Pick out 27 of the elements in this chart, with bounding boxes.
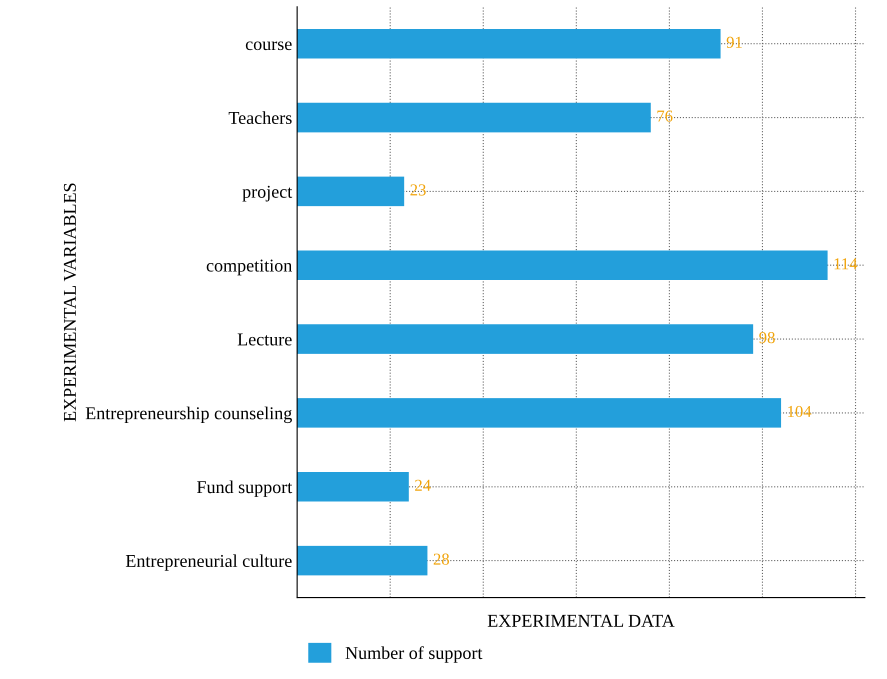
y-axis-title: EXPERIMENTAL VARIABLES — [64, 184, 76, 422]
data-label: 114 — [834, 258, 858, 270]
y-tick-label: Lecture — [238, 334, 292, 346]
bar — [297, 28, 721, 58]
y-tick-label: course — [246, 41, 292, 50]
bar — [297, 250, 828, 280]
data-label: 28 — [434, 554, 450, 565]
bar — [297, 176, 404, 206]
bar — [297, 472, 409, 502]
data-label: 23 — [410, 184, 426, 196]
bar — [297, 324, 754, 354]
y-tick-label: Entrepreneurship counseling — [86, 406, 292, 424]
data-label: 98 — [759, 332, 775, 344]
legend-label: Number of support — [346, 646, 482, 663]
y-tick-label: Entrepreneurial culture — [126, 554, 292, 571]
data-label: 91 — [726, 36, 742, 48]
data-label: 76 — [657, 110, 673, 122]
y-tick-label: Fund support — [197, 480, 292, 497]
y-tick-label: project — [242, 186, 292, 202]
bar — [297, 102, 651, 132]
y-tick-label: competition — [206, 260, 292, 276]
y-tick-label: Teachers — [228, 111, 292, 124]
data-label: 24 — [415, 480, 431, 491]
bar — [297, 398, 782, 428]
data-label: 104 — [788, 406, 812, 418]
bar — [297, 546, 428, 576]
x-axis-title: EXPERIMENTAL DATA — [488, 614, 675, 627]
